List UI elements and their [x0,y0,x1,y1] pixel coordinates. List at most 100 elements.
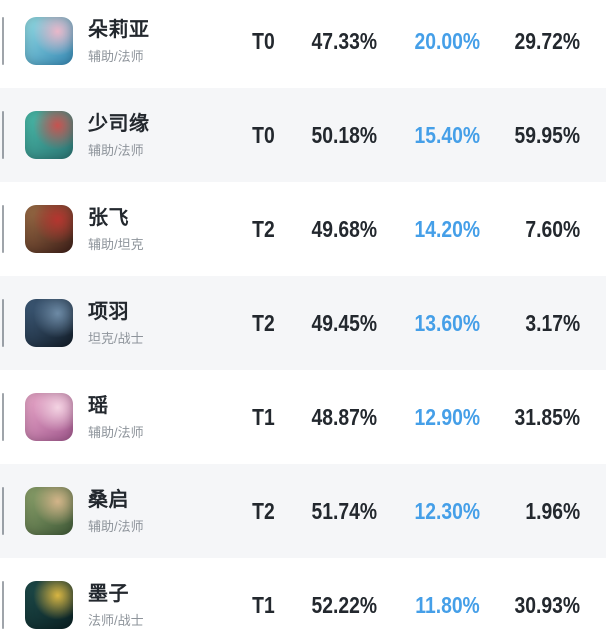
hero-name: 朵莉亚 [88,18,150,41]
win-rate-cell: 49.45% [287,310,377,337]
win-rate-cell: 49.68% [287,216,377,243]
hero-role: 辅助/坦克 [88,236,144,252]
pick-rate-value: 14.20% [414,215,480,242]
ban-rate-value: 3.17% [525,309,580,336]
left-edge-artifact [2,111,4,159]
ban-rate-value: 31.85% [514,403,580,430]
hero-info: 项羽 坦克/战士 [88,300,239,347]
hero-avatar-sangqi [25,487,73,535]
tier-cell: T2 [239,310,287,337]
hero-info: 瑶 辅助/法师 [88,394,239,441]
table-row[interactable]: 桑启 辅助/法师 T2 51.74% 12.30% 1.96% [0,464,606,558]
hero-avatar-shaosiyuan [25,111,73,159]
hero-info: 桑启 辅助/法师 [88,488,239,535]
pick-rate-value: 15.40% [414,121,480,148]
win-rate-value: 52.22% [311,591,377,618]
pick-rate-value: 11.80% [415,591,480,618]
hero-avatar-zhangfei [25,205,73,253]
hero-role: 辅助/法师 [88,48,144,64]
pick-rate-cell: 11.80% [377,592,480,619]
tier-badge: T0 [251,121,275,148]
hero-info: 少司缘 辅助/法师 [88,112,239,159]
tier-badge: T2 [251,215,275,242]
win-rate-cell: 50.18% [287,122,377,149]
hero-role: 辅助/法师 [88,424,144,440]
ban-rate-value: 29.72% [514,27,580,54]
pick-rate-value: 13.60% [414,309,480,336]
ban-rate-value: 59.95% [514,121,580,148]
pick-rate-value: 20.00% [414,27,480,54]
ban-rate-value: 30.93% [514,591,580,618]
win-rate-value: 51.74% [311,497,377,524]
win-rate-cell: 52.22% [287,592,377,619]
table-row[interactable]: 瑶 辅助/法师 T1 48.87% 12.90% 31.85% [0,370,606,464]
ban-rate-cell: 1.96% [480,498,580,525]
win-rate-value: 49.45% [311,309,377,336]
ban-rate-cell: 31.85% [480,404,580,431]
tier-badge: T2 [251,309,275,336]
ban-rate-cell: 59.95% [480,122,580,149]
hero-avatar-yao [25,393,73,441]
tier-cell: T2 [239,216,287,243]
ban-rate-value: 7.60% [525,215,580,242]
tier-badge: T1 [251,403,275,430]
pick-rate-cell: 13.60% [377,310,480,337]
table-row[interactable]: 张飞 辅助/坦克 T2 49.68% 14.20% 7.60% [0,182,606,276]
pick-rate-value: 12.90% [414,403,480,430]
hero-name: 墨子 [88,582,129,605]
tier-badge: T0 [251,27,275,54]
hero-info: 朵莉亚 辅助/法师 [88,18,239,65]
tier-cell: T0 [239,28,287,55]
win-rate-value: 47.33% [311,27,377,54]
ban-rate-cell: 7.60% [480,216,580,243]
hero-info: 张飞 辅助/坦克 [88,206,239,253]
ban-rate-cell: 29.72% [480,28,580,55]
ban-rate-cell: 30.93% [480,592,580,619]
table-row[interactable]: 少司缘 辅助/法师 T0 50.18% 15.40% 59.95% [0,88,606,182]
table-row[interactable]: 项羽 坦克/战士 T2 49.45% 13.60% 3.17% [0,276,606,370]
win-rate-value: 50.18% [311,121,377,148]
pick-rate-cell: 15.40% [377,122,480,149]
tier-badge: T2 [251,497,275,524]
win-rate-cell: 51.74% [287,498,377,525]
left-edge-artifact [2,299,4,347]
win-rate-value: 48.87% [311,403,377,430]
tier-cell: T2 [239,498,287,525]
win-rate-value: 49.68% [311,215,377,242]
win-rate-cell: 47.33% [287,28,377,55]
left-edge-artifact [2,393,4,441]
ban-rate-value: 1.96% [525,497,580,524]
hero-info: 墨子 法师/战士 [88,582,239,629]
tier-cell: T1 [239,592,287,619]
tier-cell: T0 [239,122,287,149]
table-row[interactable]: 墨子 法师/战士 T1 52.22% 11.80% 30.93% [0,558,606,631]
win-rate-cell: 48.87% [287,404,377,431]
hero-name: 桑启 [88,488,129,511]
pick-rate-cell: 12.90% [377,404,480,431]
left-edge-artifact [2,581,4,629]
ban-rate-cell: 3.17% [480,310,580,337]
left-edge-artifact [2,487,4,535]
hero-avatar-mozi [25,581,73,629]
tier-cell: T1 [239,404,287,431]
hero-name: 少司缘 [88,112,150,135]
pick-rate-cell: 12.30% [377,498,480,525]
hero-avatar-duoliya [25,17,73,65]
pick-rate-value: 12.30% [414,497,480,524]
hero-role: 法师/战士 [88,612,144,628]
hero-role: 辅助/法师 [88,518,144,534]
hero-name: 项羽 [88,300,129,323]
hero-role: 坦克/战士 [88,330,144,346]
left-edge-artifact [2,17,4,65]
hero-role: 辅助/法师 [88,142,144,158]
table-row[interactable]: 朵莉亚 辅助/法师 T0 47.33% 20.00% 29.72% [0,0,606,88]
pick-rate-cell: 14.20% [377,216,480,243]
tier-badge: T1 [251,591,275,618]
left-edge-artifact [2,205,4,253]
hero-avatar-xiangyu [25,299,73,347]
hero-name: 张飞 [88,206,129,229]
hero-name: 瑶 [88,394,109,417]
pick-rate-cell: 20.00% [377,28,480,55]
